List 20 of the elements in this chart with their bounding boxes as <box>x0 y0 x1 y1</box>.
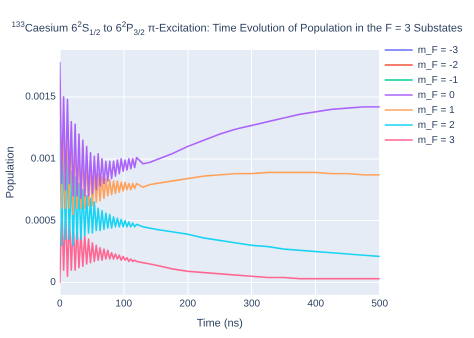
y-tick-label: 0 <box>50 277 56 288</box>
legend-label: m_F = 2 <box>418 120 456 131</box>
x-tick-label: 100 <box>115 298 133 310</box>
legend-label: m_F = -2 <box>418 60 458 71</box>
x-tick-label: 200 <box>179 298 197 310</box>
y-axis-title: Population <box>4 146 17 198</box>
legend-label: m_F = -3 <box>418 44 458 56</box>
legend-label: m_F = 0 <box>418 90 456 101</box>
x-tick-label: 300 <box>243 298 261 310</box>
x-tick-label: 0 <box>57 298 64 310</box>
chart-title: $^{133}$Caesium 6$^{2}$S$_{1/2}$ to 6$^{2}$P$_{3/2}$ π-Excitation: Time Evolution of Population in the F = 3 Substates <box>11 20 463 37</box>
x-tick-label: 400 <box>307 298 325 310</box>
y-tick-label: 0.001 <box>30 154 56 165</box>
legend-label: m_F = 3 <box>418 134 456 146</box>
x-tick-label: 500 <box>371 298 388 310</box>
legend-label: m_F = -1 <box>418 74 458 86</box>
legend-label: m_F = 1 <box>418 104 456 116</box>
y-tick-label: 0.0015 <box>25 92 56 103</box>
y-tick-label: 0.0005 <box>25 215 56 226</box>
x-axis-title: Time (ns) <box>196 317 243 330</box>
